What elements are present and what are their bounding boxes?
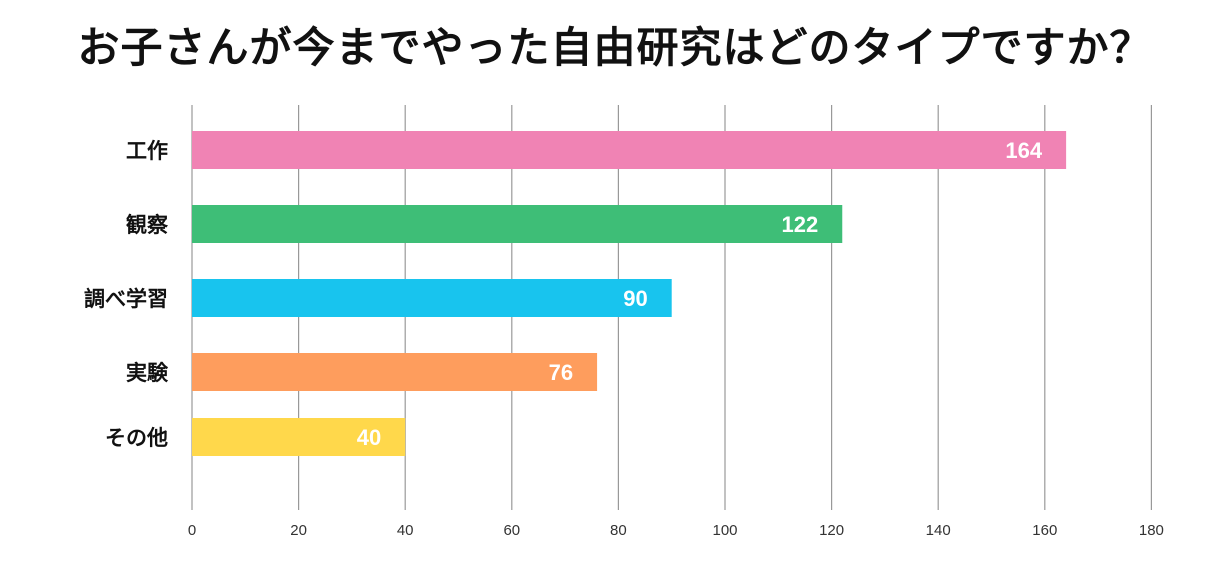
chart-title: お子さんが今までやった自由研究はどのタイプですか？ xyxy=(77,23,1153,72)
category-label-0: 工作 xyxy=(126,139,168,163)
x-tick-label-4: 80 xyxy=(610,522,627,539)
bar-1 xyxy=(192,205,843,243)
x-tick-label-0: 0 xyxy=(188,522,196,539)
data-label-4: 40 xyxy=(357,425,381,450)
x-tick-label-2: 40 xyxy=(397,522,414,539)
x-tick-label-7: 140 xyxy=(926,522,951,539)
category-label-2: 調べ学習 xyxy=(84,287,168,311)
data-label-1: 122 xyxy=(782,212,819,237)
bar-4 xyxy=(192,418,406,456)
x-tick-label-9: 180 xyxy=(1139,522,1164,539)
category-label-4: その他 xyxy=(105,426,168,450)
data-label-2: 90 xyxy=(623,286,647,311)
data-label-3: 76 xyxy=(549,360,573,385)
category-label-1: 観察 xyxy=(126,213,169,237)
x-tick-label-6: 120 xyxy=(819,522,844,539)
data-label-0: 164 xyxy=(1005,138,1042,163)
x-tick-label-1: 20 xyxy=(290,522,307,539)
x-tick-label-8: 160 xyxy=(1032,522,1057,539)
x-tick-label-5: 100 xyxy=(712,522,737,539)
bar-2 xyxy=(192,279,672,317)
x-tick-label-3: 60 xyxy=(503,522,520,539)
bar-3 xyxy=(192,353,598,391)
category-label-3: 実験 xyxy=(126,361,169,385)
bar-0 xyxy=(192,131,1067,169)
